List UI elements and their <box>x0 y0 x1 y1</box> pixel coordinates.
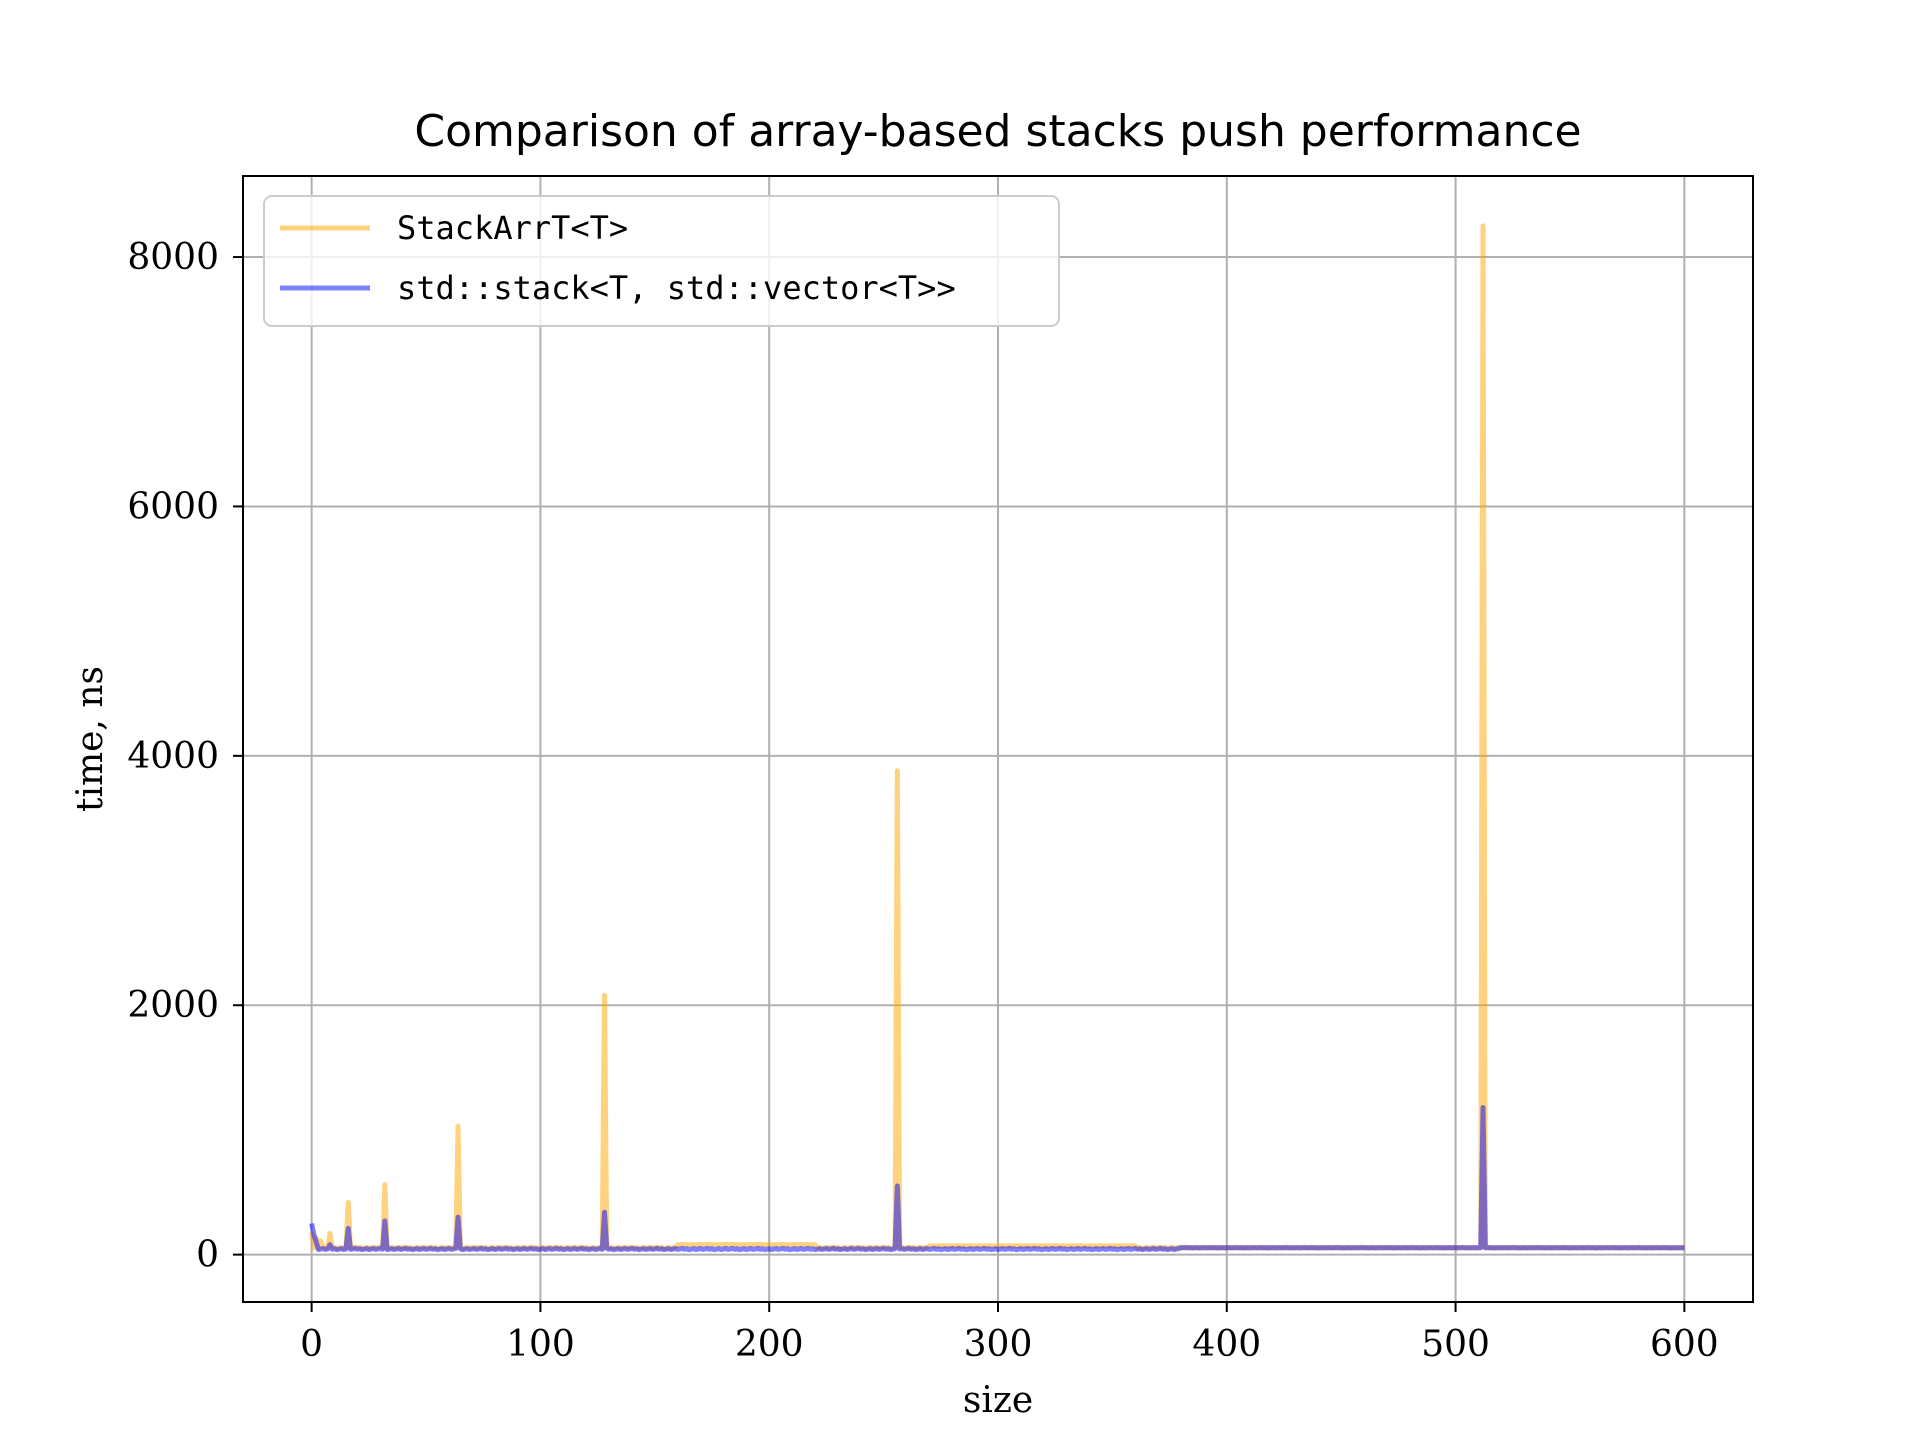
series-line-1 <box>309 1104 1685 1253</box>
y-tick-label: 2000 <box>127 985 219 1026</box>
x-tick-label: 300 <box>964 1324 1033 1365</box>
series-layer <box>309 223 1686 1253</box>
y-tick-label: 6000 <box>127 486 219 527</box>
x-tick-label: 400 <box>1192 1324 1261 1365</box>
chart-title: Comparison of array-based stacks push pe… <box>414 106 1581 157</box>
legend: StackArrT<T> std::stack<T, std::vector<T… <box>263 195 1060 327</box>
x-tick-label: 500 <box>1421 1324 1490 1365</box>
y-tick-label: 4000 <box>127 736 219 777</box>
y-tick-label: 0 <box>196 1235 219 1276</box>
x-axis-label: size <box>963 1380 1033 1421</box>
tick-marks <box>233 256 1686 1312</box>
grid <box>243 176 1753 1302</box>
x-tick-label: 100 <box>506 1324 575 1365</box>
legend-label-std-stack: std::stack<T, std::vector<T>> <box>397 269 956 307</box>
y-axis-label: time, ns <box>70 666 111 812</box>
x-tick-label: 600 <box>1650 1324 1719 1365</box>
y-tick-label: 8000 <box>127 237 219 278</box>
legend-label-stackarrt: StackArrT<T> <box>397 209 628 247</box>
legend-box <box>263 195 1060 327</box>
x-tick-label: 0 <box>300 1324 323 1365</box>
x-tick-label: 200 <box>735 1324 804 1365</box>
